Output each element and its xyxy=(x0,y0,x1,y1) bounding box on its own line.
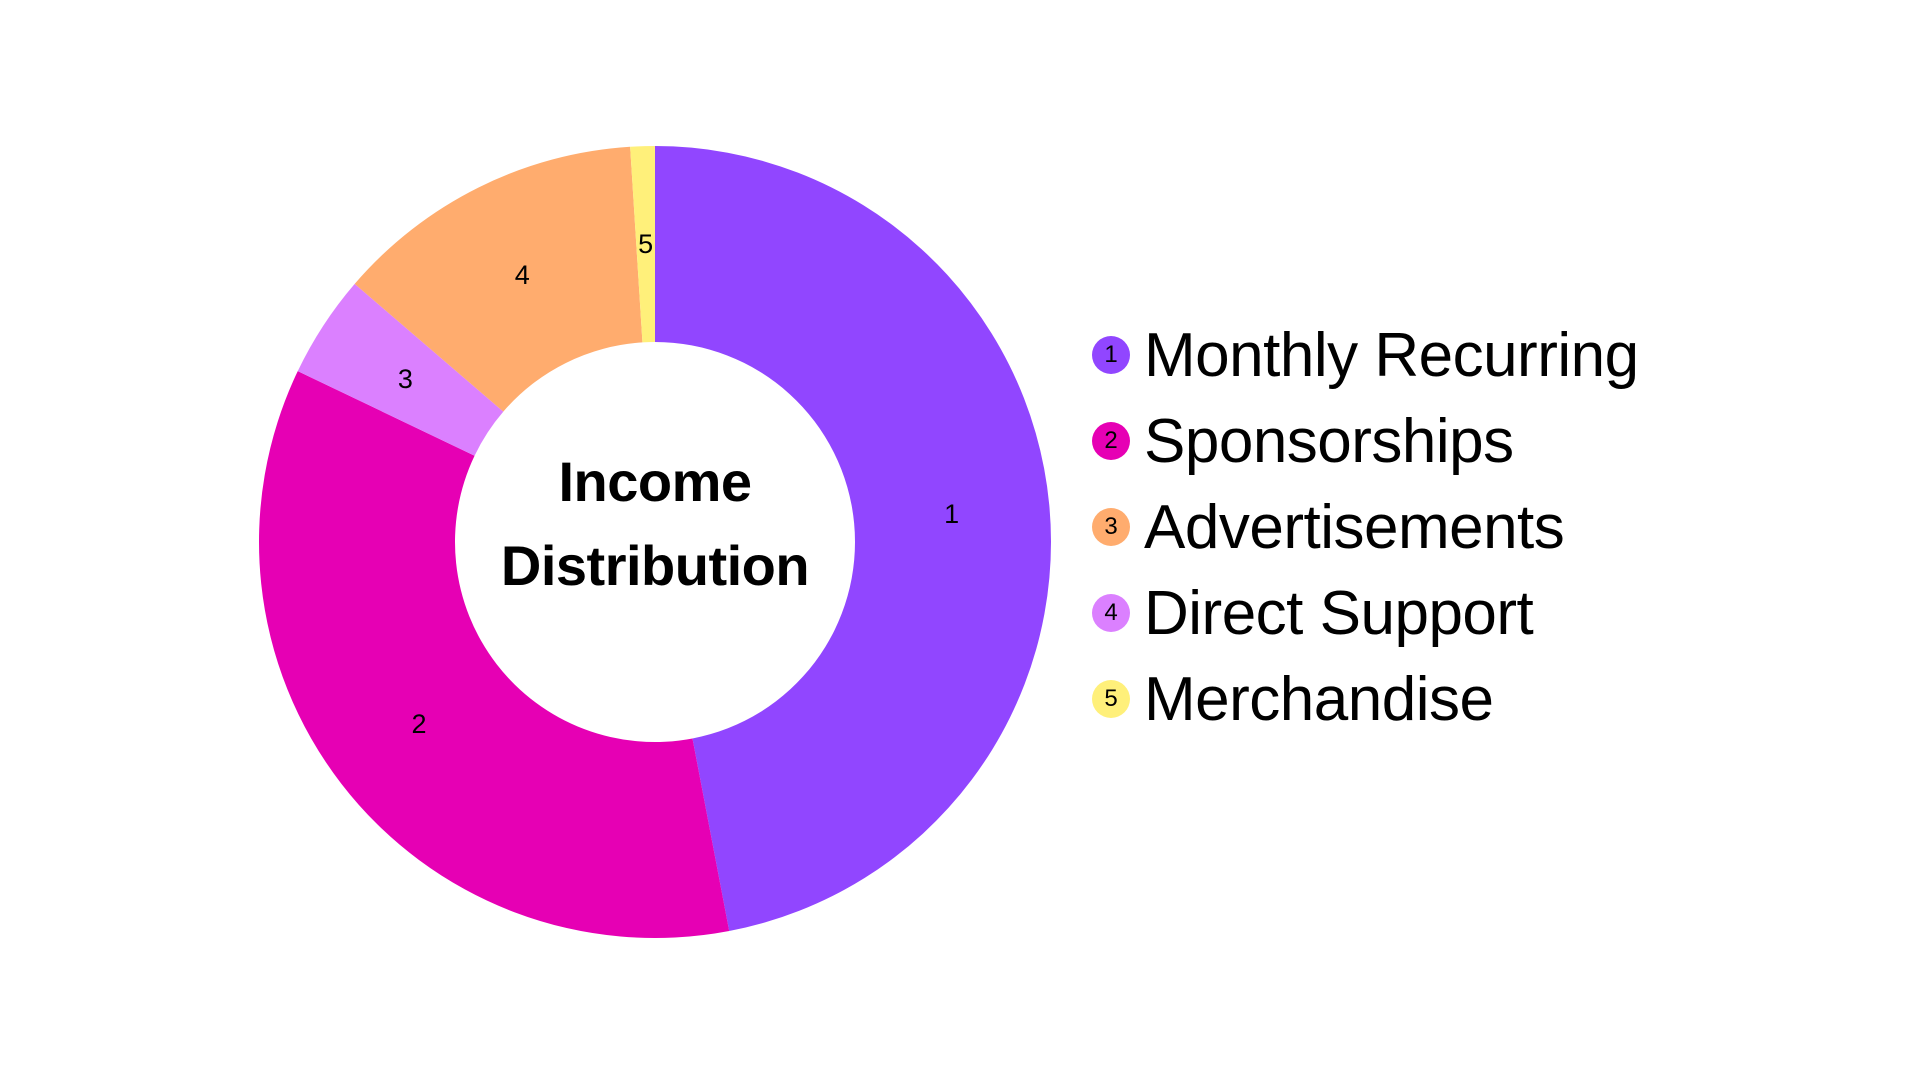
legend-item-advertisements: 3 Advertisements xyxy=(1092,484,1639,570)
slice-label-4: 4 xyxy=(515,260,530,290)
legend-marker-1: 1 xyxy=(1092,336,1130,374)
slice-labels: 1 2 3 4 5 xyxy=(398,229,959,739)
chart-title-line-1: Income xyxy=(558,450,752,513)
legend-marker-2: 2 xyxy=(1092,422,1130,460)
chart-title-line-2: Distribution xyxy=(500,534,810,597)
slice-label-3: 3 xyxy=(398,364,413,394)
slice-5 xyxy=(630,146,655,343)
slice-1 xyxy=(655,146,1051,931)
legend-item-merchandise: 5 Merchandise xyxy=(1092,656,1639,742)
legend-label-3: Advertisements xyxy=(1144,492,1565,562)
slice-label-5: 5 xyxy=(638,229,653,259)
legend-label-4: Direct Support xyxy=(1144,578,1534,648)
legend-label-1: Monthly Recurring xyxy=(1144,320,1639,390)
donut-slices xyxy=(259,146,1051,938)
legend-marker-3: 3 xyxy=(1092,508,1130,546)
legend-marker-5: 5 xyxy=(1092,680,1130,718)
legend-item-sponsorships: 2 Sponsorships xyxy=(1092,398,1639,484)
slice-label-2: 2 xyxy=(411,709,426,739)
legend-marker-4: 4 xyxy=(1092,594,1130,632)
legend-item-monthly-recurring: 1 Monthly Recurring xyxy=(1092,312,1639,398)
slice-4 xyxy=(354,146,643,412)
slice-2 xyxy=(259,371,730,938)
slice-3 xyxy=(297,283,504,456)
chart-title: Income Distribution xyxy=(455,440,855,608)
slice-label-1: 1 xyxy=(944,499,959,529)
legend-label-2: Sponsorships xyxy=(1144,406,1514,476)
legend-item-direct-support: 4 Direct Support xyxy=(1092,570,1639,656)
legend: 1 Monthly Recurring 2 Sponsorships 3 Adv… xyxy=(1092,312,1639,742)
legend-label-5: Merchandise xyxy=(1144,664,1494,734)
